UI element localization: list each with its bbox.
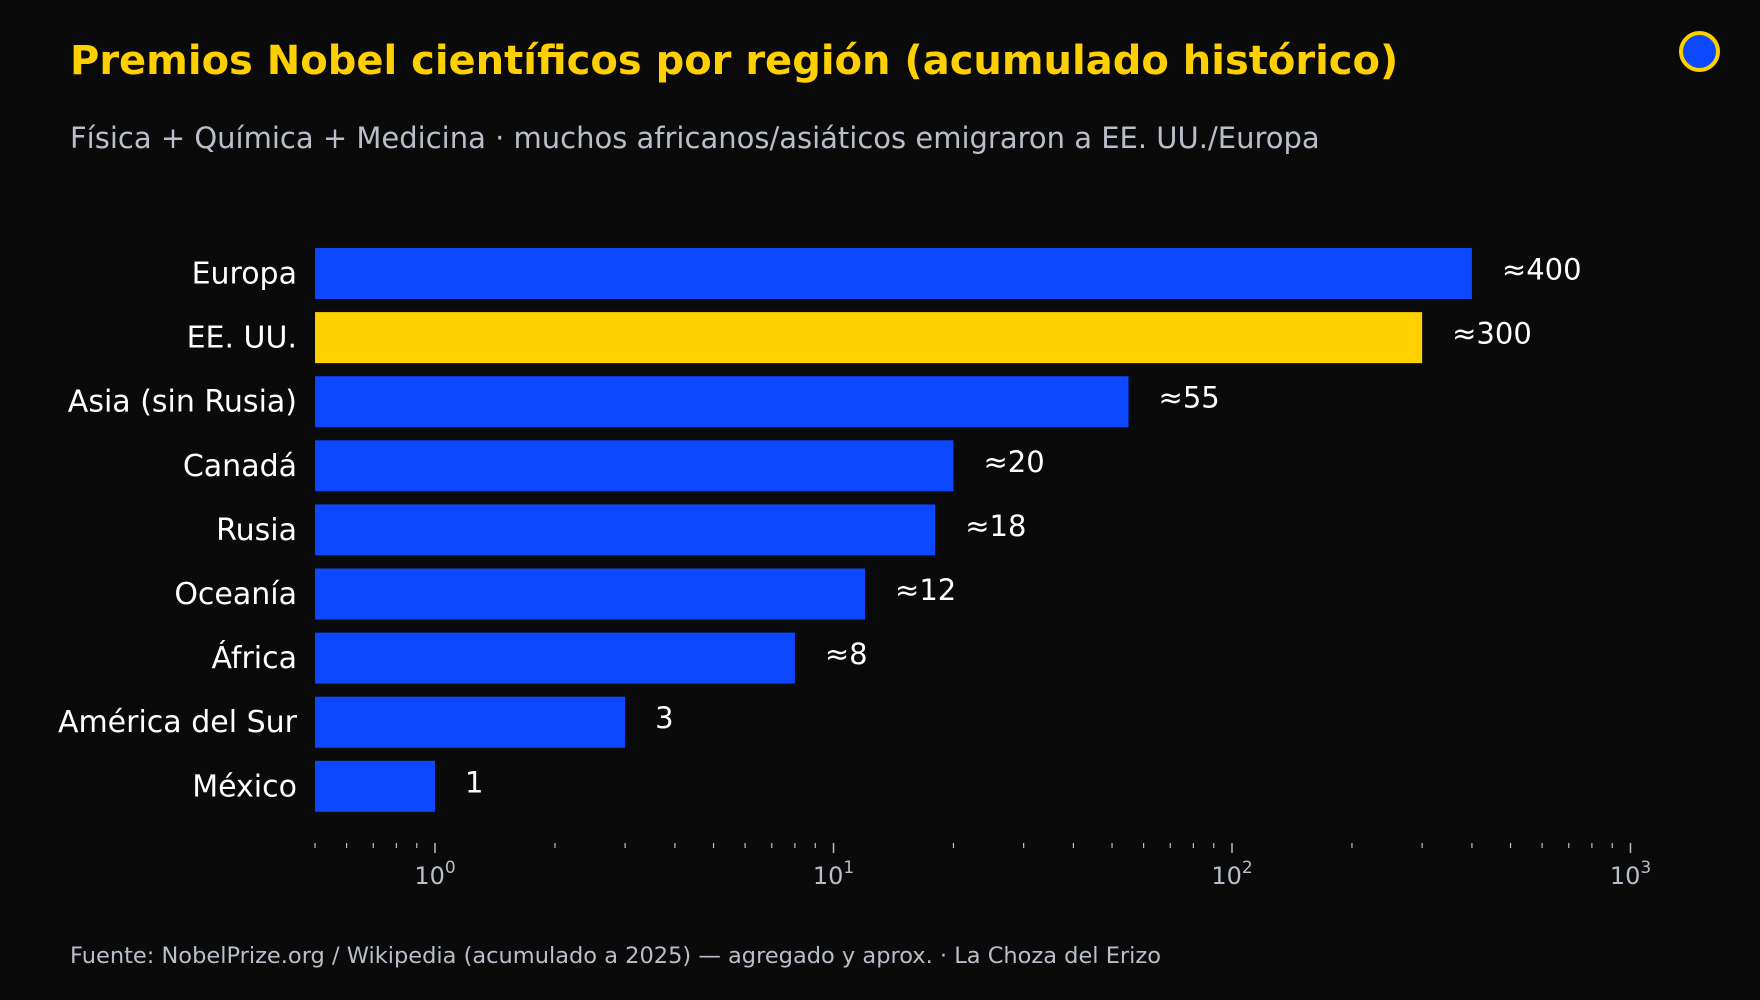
bar xyxy=(315,440,954,492)
category-label: Asia (sin Rusia) xyxy=(68,385,297,420)
value-label: ≈400 xyxy=(1502,253,1582,287)
value-label: ≈8 xyxy=(825,637,868,671)
bar xyxy=(315,568,866,620)
category-label: Europa xyxy=(192,257,297,292)
value-label: ≈12 xyxy=(895,573,956,607)
tick-label: 101 xyxy=(813,858,854,890)
value-label: 3 xyxy=(655,701,673,735)
category-label: América del Sur xyxy=(58,705,298,740)
tick-label: 100 xyxy=(414,858,455,890)
brand-logo-icon xyxy=(1679,31,1720,72)
category-label: EE. UU. xyxy=(187,321,297,356)
bar xyxy=(315,696,626,748)
bar xyxy=(315,504,936,556)
chart-title: Premios Nobel científicos por región (ac… xyxy=(70,38,1399,84)
value-label: ≈20 xyxy=(983,445,1044,479)
value-label: ≈300 xyxy=(1452,317,1532,351)
tick-label: 102 xyxy=(1211,858,1252,890)
bar xyxy=(315,376,1129,428)
source-footer: Fuente: NobelPrize.org / Wikipedia (acum… xyxy=(70,943,1162,969)
value-label: ≈55 xyxy=(1159,381,1220,415)
category-label: Rusia xyxy=(216,513,297,548)
value-label: ≈18 xyxy=(965,509,1026,543)
value-label: 1 xyxy=(465,765,483,799)
bar xyxy=(315,248,1472,299)
category-label: África xyxy=(211,640,297,676)
category-label: México xyxy=(192,769,297,804)
tick-label: 103 xyxy=(1610,858,1651,890)
chart-subtitle: Física + Química + Medicina · muchos afr… xyxy=(70,121,1320,155)
bar xyxy=(315,760,435,812)
bar xyxy=(315,312,1423,364)
category-label: Canadá xyxy=(183,449,297,484)
category-label: Oceanía xyxy=(174,577,297,612)
bar xyxy=(315,632,795,684)
